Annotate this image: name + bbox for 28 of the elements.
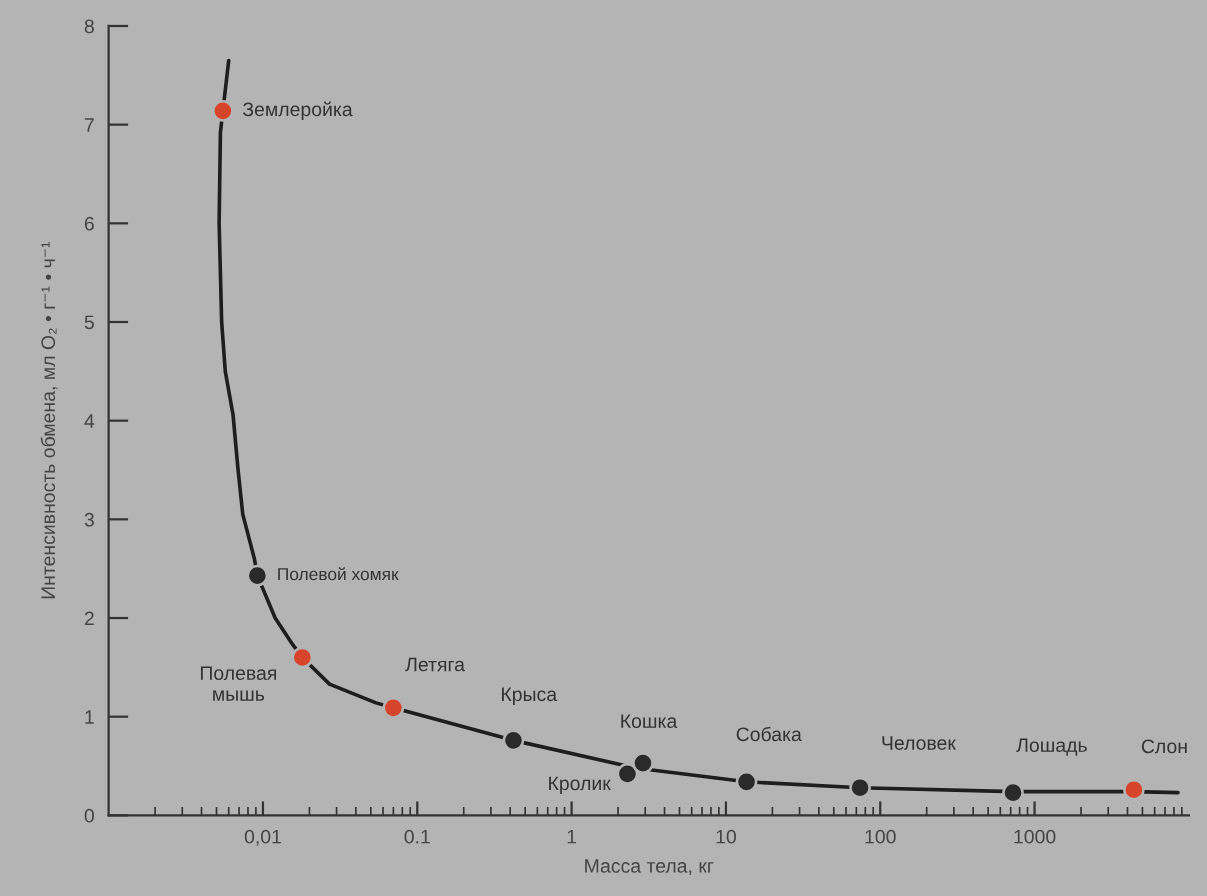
y-tick-label: 2 <box>84 611 94 626</box>
x-axis-title: Масса тела, кг <box>585 859 714 876</box>
annotation: Крыса <box>502 687 558 705</box>
annotation: Лошадь <box>1016 738 1087 756</box>
y-tick-label: 7 <box>84 118 94 132</box>
x-tick-label: 0.1 <box>404 829 430 844</box>
annotation: Полевой хомяк <box>278 567 399 581</box>
y-tick-label: 4 <box>84 414 95 428</box>
y-tick-label: 0 <box>84 808 94 823</box>
annotation: Кошка <box>621 714 678 729</box>
y-tick-label: 1 <box>85 710 94 724</box>
x-tick-label: 1 <box>567 829 577 844</box>
y-axis-title: Интенсивность обмена, мл O₂ • г⁻¹ • ч⁻¹ <box>40 241 58 599</box>
annotation: Летяга <box>405 657 465 672</box>
annotation: Кролик <box>549 776 611 795</box>
x-tick-label: 10 <box>716 829 736 844</box>
annotation: Собака <box>736 726 802 742</box>
x-tick-label: 1000 <box>1014 829 1056 844</box>
y-tick-label: 3 <box>84 512 94 527</box>
x-tick-label: 100 <box>865 829 896 844</box>
y-tick-label: 6 <box>84 216 94 231</box>
y-tick-label: 5 <box>84 315 94 330</box>
annotation: Полевая мышь <box>200 666 276 701</box>
y-tick-label: 8 <box>84 19 94 34</box>
annotation: Слон <box>1141 739 1187 754</box>
x-tick-label: 0,01 <box>244 829 281 846</box>
annotation: Землеройка <box>242 101 353 121</box>
annotation: Человек <box>882 736 956 750</box>
